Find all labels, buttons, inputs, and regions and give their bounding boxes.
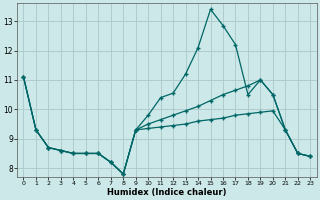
X-axis label: Humidex (Indice chaleur): Humidex (Indice chaleur) <box>107 188 227 197</box>
